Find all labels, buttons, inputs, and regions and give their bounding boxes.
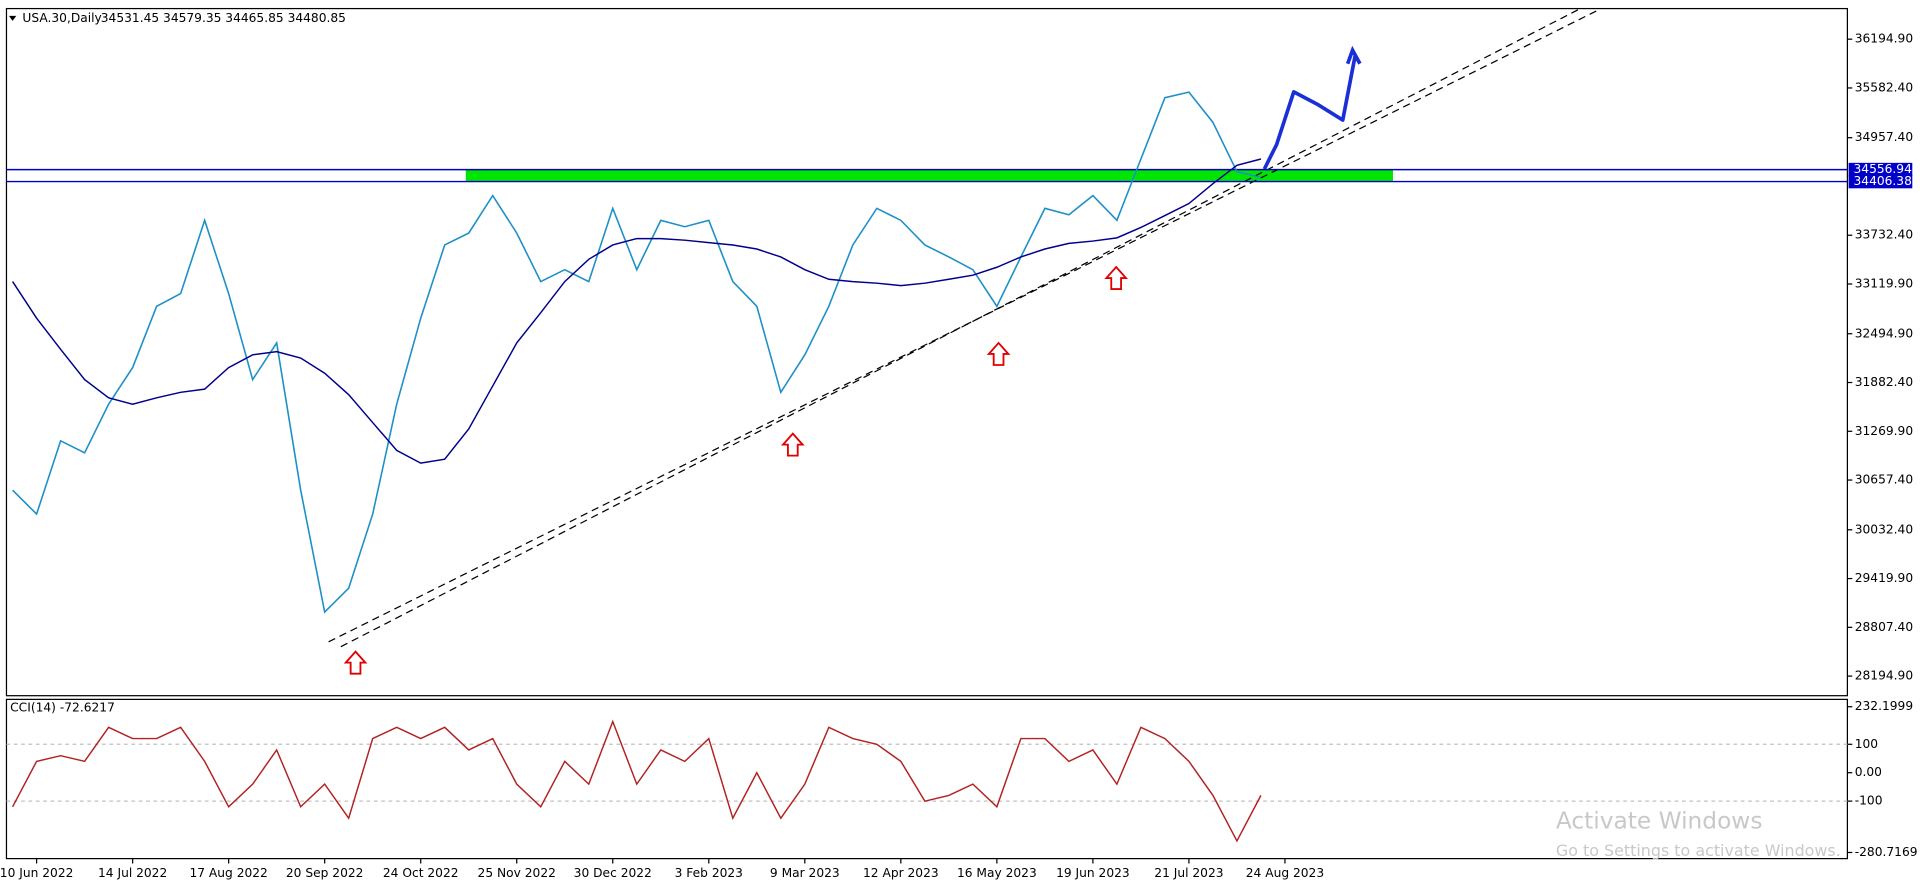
x-tick-label: 24 Oct 2022	[383, 866, 459, 880]
price-panel	[5, 7, 1848, 697]
x-tick-label: 10 Jun 2022	[0, 866, 73, 880]
series-line	[11, 158, 1262, 464]
up-arrow	[986, 341, 1011, 366]
y-tick-label: 30657.40	[1855, 473, 1913, 487]
x-tick-label: 21 Jul 2023	[1154, 866, 1223, 880]
y-tick-label: 30032.40	[1855, 522, 1913, 536]
y-tick-label: 0.00	[1855, 765, 1882, 779]
symbol-marker	[8, 15, 17, 21]
y-tick-label: 29419.90	[1855, 571, 1913, 585]
level-label-box	[1848, 162, 1913, 177]
watermark-subtitle: Go to Settings to activate Windows.	[1556, 841, 1841, 860]
x-tick-label: 3 Feb 2023	[675, 866, 743, 880]
x-tick-label: 19 Jun 2023	[1056, 866, 1130, 880]
chart-title: USA.30,Daily	[22, 11, 101, 25]
y-tick-label: -100	[1855, 794, 1883, 808]
level-label-box	[1848, 174, 1913, 189]
up-arrow	[343, 650, 368, 675]
y-tick-label: -280.7169	[1855, 845, 1918, 859]
projection-arrowhead	[1345, 45, 1362, 65]
up-arrow	[1104, 265, 1129, 290]
cci-title: CCI(14) -72.6217	[10, 700, 115, 714]
cci-panel	[5, 698, 1848, 860]
x-tick-label: 25 Nov 2022	[478, 866, 556, 880]
ohlc-values: 34531.45 34579.35 34465.85 34480.85	[101, 11, 346, 25]
y-tick-label: 34957.40	[1855, 130, 1913, 144]
x-tick-label: 30 Dec 2022	[574, 866, 652, 880]
x-tick-label: 16 May 2023	[957, 866, 1037, 880]
x-tick-label: 20 Sep 2022	[286, 866, 364, 880]
series-line	[11, 719, 1262, 843]
projection-path	[1262, 55, 1357, 170]
x-tick-label: 14 Jul 2022	[98, 866, 167, 880]
up-arrow	[780, 432, 805, 457]
y-tick-label: 33119.90	[1855, 276, 1913, 290]
trend-line	[328, 9, 1600, 643]
y-tick-label: 28807.40	[1855, 620, 1913, 634]
x-tick-label: 24 Aug 2023	[1246, 866, 1324, 880]
y-tick-label: 28194.90	[1855, 669, 1913, 683]
series-line	[12, 91, 1262, 614]
y-tick-label: 35582.40	[1855, 80, 1913, 94]
level-label: 34406.38	[1854, 174, 1912, 188]
y-tick-label: 33732.40	[1855, 228, 1913, 242]
y-tick-label: 36194.90	[1855, 32, 1913, 46]
level-label: 34556.94	[1854, 162, 1913, 176]
y-tick-label: 100	[1855, 737, 1878, 751]
arrows	[343, 265, 1129, 675]
x-tick-label: 17 Aug 2022	[189, 866, 267, 880]
trend-lines	[328, 9, 1600, 648]
y-tick-label: 232.1999	[1855, 699, 1913, 713]
y-tick-label: 31269.90	[1855, 424, 1913, 438]
zone-layer	[465, 169, 1393, 182]
y-tick-label: 31882.40	[1855, 375, 1913, 389]
x-tick-label: 12 Apr 2023	[863, 866, 939, 880]
zone	[465, 169, 1393, 182]
x-tick-label: 9 Mar 2023	[770, 866, 840, 880]
y-tick-label: 32494.90	[1855, 326, 1913, 340]
watermark-title: Activate Windows	[1556, 807, 1763, 834]
